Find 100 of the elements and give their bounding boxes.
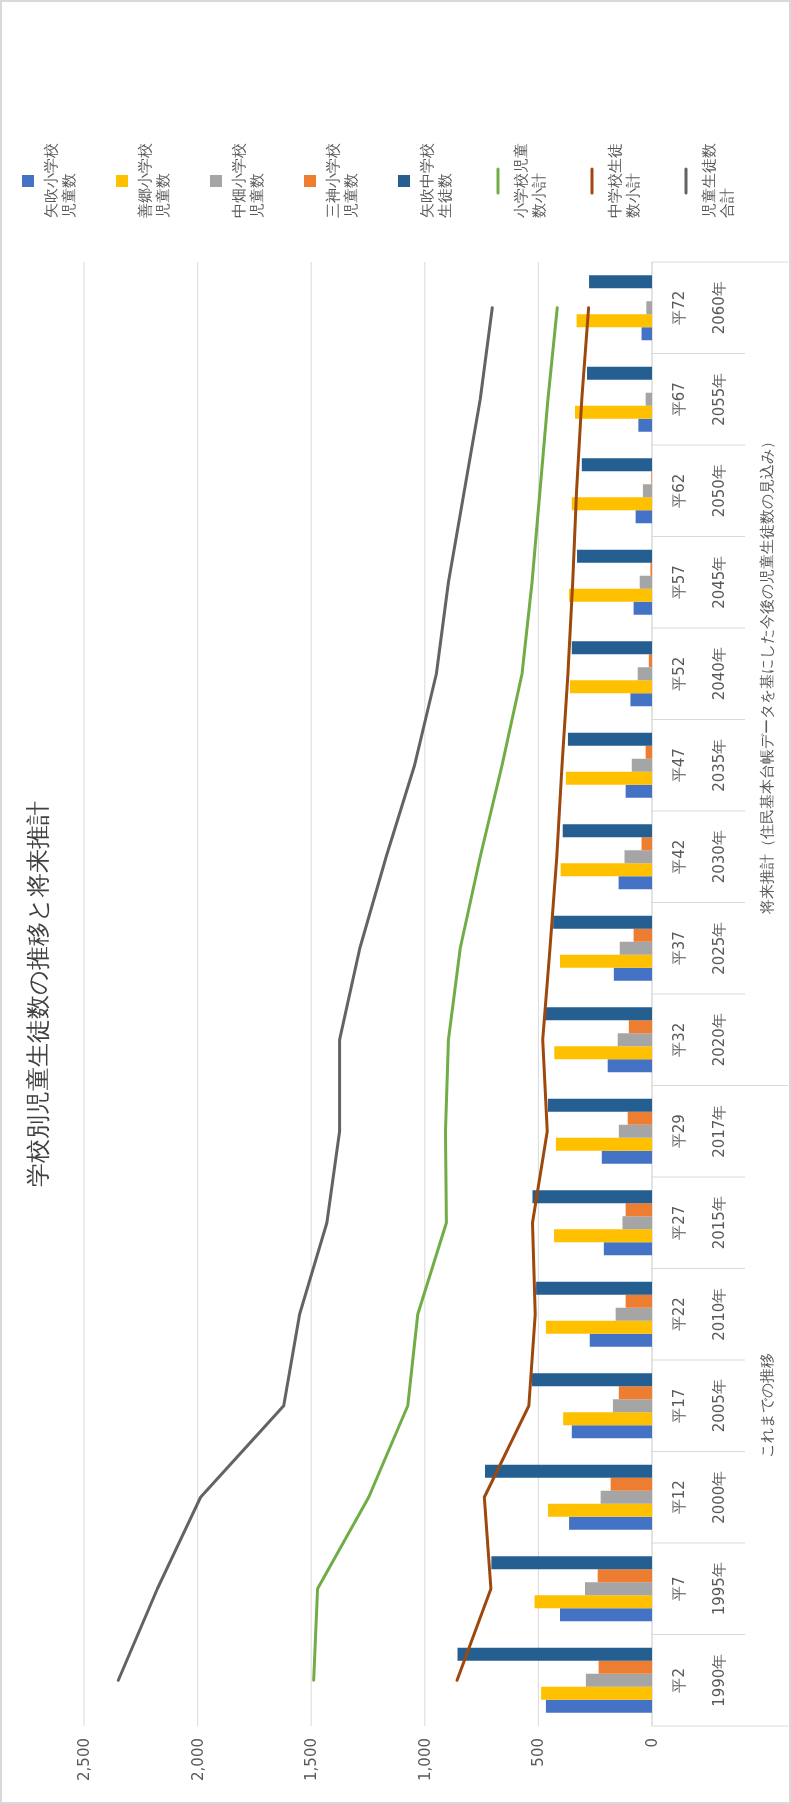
bar [565, 771, 652, 785]
y-tick-label: 2017年 [710, 1104, 728, 1158]
bar [642, 484, 652, 498]
bar [547, 1503, 652, 1517]
bar [633, 601, 652, 615]
bar [491, 1556, 652, 1570]
legend-label: 善郷小学校児童数 [136, 143, 172, 218]
bar [571, 1425, 652, 1439]
text: 平42 [670, 839, 688, 874]
text: 平2 [670, 1667, 688, 1693]
bar [569, 588, 652, 602]
bar [615, 1307, 652, 1321]
legend-item: 児童生徒数合計 [684, 143, 736, 218]
x-tick-label: 1,500 [302, 1738, 321, 1781]
bar [637, 667, 652, 681]
bar [645, 392, 652, 406]
legend-label: 中畑小学校児童数 [230, 143, 266, 218]
bar [630, 693, 652, 707]
y-tick-label: 2050年 [710, 464, 728, 518]
text: 平37 [670, 931, 688, 966]
bar [555, 1137, 652, 1151]
bar [457, 1647, 652, 1661]
bar [574, 405, 652, 419]
x-tick-label: 500 [529, 1738, 548, 1767]
bar [597, 1569, 652, 1583]
bar [639, 575, 652, 589]
bar [581, 458, 652, 472]
x-tick-label: 2,000 [188, 1738, 207, 1781]
bar [619, 941, 652, 955]
text: 平29 [670, 1114, 688, 1149]
bar [553, 915, 652, 929]
text: 平72 [670, 290, 688, 325]
bar [562, 824, 652, 838]
bar [569, 680, 652, 694]
bar [485, 1464, 652, 1478]
bar [567, 732, 652, 746]
x-tick-label: 1,000 [415, 1738, 434, 1781]
bar [560, 863, 652, 877]
bar [625, 784, 652, 798]
bar [589, 275, 652, 289]
text: 平47 [670, 748, 688, 783]
y-tick-label: 2005年 [710, 1379, 728, 1433]
text: 平62 [670, 473, 688, 508]
legend-label: 小学校児童数小計 [512, 143, 548, 218]
bar [601, 1150, 652, 1164]
text: 平7 [670, 1576, 688, 1602]
legend-label: 三神小学校児童数 [324, 143, 360, 218]
bar [641, 327, 652, 341]
legend-item: 中学校生徒数小計 [590, 143, 642, 218]
bar [577, 549, 652, 563]
bar [545, 1320, 652, 1334]
y-tick-label: 2040年 [710, 647, 728, 701]
bar [545, 1699, 652, 1713]
bar [648, 654, 652, 668]
bar [584, 1582, 652, 1596]
text: 学校別児童生徒数の推移と将来推計 [24, 801, 52, 1187]
bar [638, 418, 652, 432]
bar [613, 967, 652, 981]
bar [532, 1190, 652, 1204]
bar [536, 1281, 652, 1295]
legend-item: 矢吹中学校生徒数 [398, 143, 454, 218]
x-tick-label: 0 [643, 1738, 661, 1748]
bar [569, 1516, 652, 1530]
bar [544, 1007, 652, 1021]
bar [563, 1412, 652, 1426]
bar [633, 928, 652, 942]
bar [532, 1373, 652, 1387]
y-tick-label: 2030年 [710, 830, 728, 884]
y-tick-label: 2020年 [710, 1013, 728, 1067]
text: 平22 [670, 1297, 688, 1332]
text: 平27 [670, 1205, 688, 1240]
y-tick-label: 2010年 [710, 1287, 728, 1341]
y-tick-label: 1990年 [710, 1653, 728, 1707]
text: 平12 [670, 1480, 688, 1515]
bar [625, 1203, 652, 1217]
bar [618, 1124, 652, 1138]
legend-item: 中畑小学校児童数 [210, 143, 266, 218]
y-tick-label: 2015年 [710, 1196, 728, 1250]
bar [635, 510, 652, 524]
bar [631, 758, 652, 772]
legend-item: 小学校児童数小計 [496, 143, 548, 218]
legend-item: 三神小学校児童数 [304, 143, 360, 218]
bar [571, 641, 652, 655]
text: 平32 [670, 1022, 688, 1057]
bar [627, 1111, 652, 1125]
y-tick-label: 2060年 [710, 281, 728, 335]
bar [559, 1608, 652, 1622]
text: 平17 [670, 1388, 688, 1423]
bar [571, 497, 652, 511]
legend-label: 中学校生徒数小計 [606, 143, 642, 218]
bar [618, 1386, 652, 1400]
y-tick-label: 2025年 [710, 921, 728, 975]
bar [554, 1046, 652, 1060]
bar [645, 745, 652, 759]
bar [587, 366, 652, 380]
bar [554, 1229, 652, 1243]
text: 平52 [670, 656, 688, 691]
bar [628, 1020, 652, 1034]
y-tick-label: 2045年 [710, 555, 728, 609]
text: これまでの推移 [758, 1353, 776, 1459]
